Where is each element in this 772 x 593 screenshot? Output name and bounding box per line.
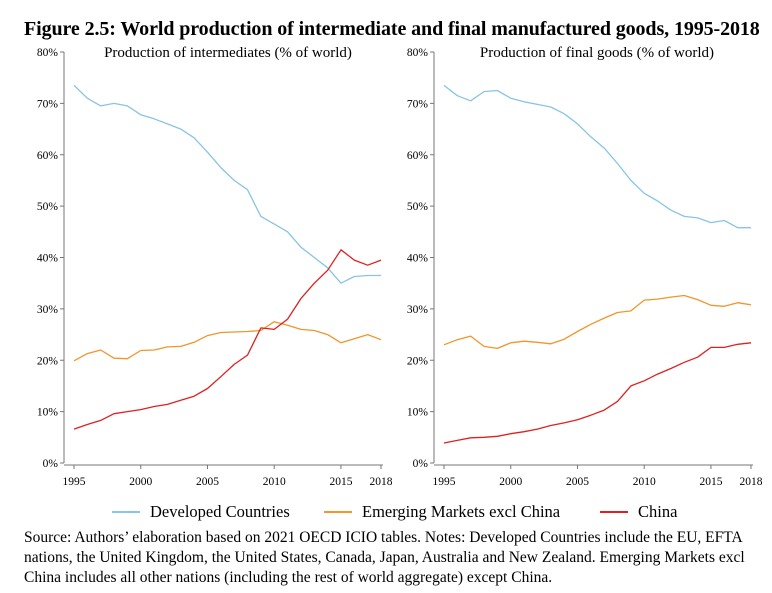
series-line-intermediates-developed-countries [73,84,381,284]
x-tick-label-intermediates: 2005 [196,476,219,488]
y-tick-label-intermediates: 40% [37,253,59,265]
legend-label-emerging: Emerging Markets excl China [362,502,561,521]
y-tick-label-final-goods: 50% [407,201,429,213]
charts: Production of intermediates (% of world)… [37,45,763,488]
panel-title-final-goods: Production of final goods (% of world) [480,45,714,61]
legend-swatch-emerging [324,511,352,514]
figure-title: Figure 2.5: World production of intermed… [24,18,760,40]
x-tick-label-intermediates: 2018 [370,476,393,488]
x-tick-label-final-goods: 2018 [740,476,763,488]
legend-swatch-china [600,511,628,514]
y-tick-label-final-goods: 20% [407,355,429,367]
legend-item-emerging: Emerging Markets excl China [324,502,560,522]
y-tick-label-intermediates: 10% [37,407,59,419]
y-tick-label-final-goods: 40% [407,253,429,265]
series-line-final-goods-emerging-markets-excl-china [443,294,752,350]
x-tick-label-intermediates: 2010 [263,476,286,488]
y-tick-label-intermediates: 20% [37,355,59,367]
legend-item-developed: Developed Countries [112,502,290,522]
y-tick-label-intermediates: 0% [43,458,59,470]
x-tick-label-final-goods: 2000 [499,476,522,488]
legend-label-developed: Developed Countries [150,502,290,521]
y-tick-label-intermediates: 50% [37,201,59,213]
series-line-final-goods-developed-countries [443,84,751,229]
y-tick-label-final-goods: 70% [407,98,429,110]
panel-title-intermediates: Production of intermediates (% of world) [104,45,352,61]
legend: Developed Countries Emerging Markets exc… [0,502,772,526]
legend-item-china: China [600,502,677,522]
x-tick-label-final-goods: 1995 [433,476,456,488]
series-line-intermediates-emerging-markets-excl-china [73,321,382,362]
y-tick-label-final-goods: 10% [407,407,429,419]
y-tick-label-intermediates: 60% [37,150,59,162]
y-tick-label-intermediates: 80% [37,47,59,59]
y-tick-label-final-goods: 30% [407,304,429,316]
y-tick-label-final-goods: 60% [407,150,429,162]
x-tick-label-final-goods: 2010 [633,476,656,488]
x-tick-label-final-goods: 2015 [699,476,722,488]
y-tick-label-final-goods: 80% [407,47,429,59]
legend-swatch-developed [112,511,140,514]
series-line-final-goods-china [443,342,752,444]
series-line-intermediates-china [73,249,382,430]
y-tick-label-final-goods: 0% [413,458,429,470]
x-tick-label-final-goods: 2005 [566,476,589,488]
y-tick-label-intermediates: 30% [37,304,59,316]
x-tick-label-intermediates: 1995 [63,476,86,488]
x-tick-label-intermediates: 2015 [329,476,352,488]
legend-label-china: China [638,502,678,521]
x-tick-label-intermediates: 2000 [129,476,152,488]
source-note: Source: Authors’ elaboration based on 20… [24,529,745,586]
y-tick-label-intermediates: 70% [37,98,59,110]
